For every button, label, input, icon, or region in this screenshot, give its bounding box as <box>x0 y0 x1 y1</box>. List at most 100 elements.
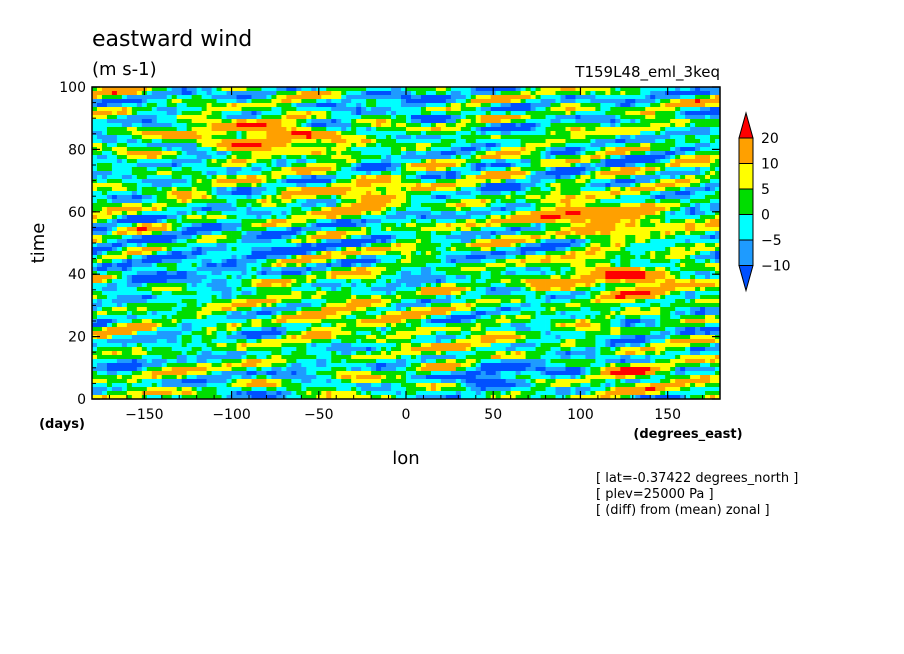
heatmap-cell <box>695 199 701 204</box>
heatmap-cell <box>241 131 247 136</box>
heatmap-cell <box>540 143 546 148</box>
heatmap-cell <box>605 231 611 236</box>
heatmap-cell <box>141 203 148 208</box>
heatmap-cell <box>226 235 232 240</box>
heatmap-cell <box>585 203 591 208</box>
heatmap-cell <box>121 195 128 200</box>
heatmap-cell <box>356 207 362 212</box>
heatmap-cell <box>450 135 457 140</box>
heatmap-cell <box>635 203 641 208</box>
heatmap-cell <box>366 167 372 172</box>
heatmap-cell <box>590 91 596 96</box>
heatmap-cell <box>111 171 118 176</box>
heatmap-cell <box>680 163 686 168</box>
heatmap-cell <box>430 203 437 208</box>
heatmap-cell <box>430 111 437 116</box>
heatmap-cell <box>665 159 671 164</box>
heatmap-cell <box>316 239 322 244</box>
heatmap-cell <box>286 139 292 144</box>
heatmap-cell <box>116 159 123 164</box>
heatmap-cell <box>92 191 98 196</box>
heatmap-cell <box>176 203 183 208</box>
heatmap-cell <box>276 215 282 220</box>
heatmap-cell <box>186 223 193 228</box>
heatmap-cell <box>201 111 208 116</box>
heatmap-cell <box>381 115 387 120</box>
heatmap-cell <box>211 207 217 212</box>
heatmap-cell <box>650 223 656 228</box>
heatmap-cell <box>415 135 422 140</box>
heatmap-cell <box>381 143 387 148</box>
heatmap-cell <box>396 143 402 148</box>
heatmap-cell <box>705 139 711 144</box>
heatmap-cell <box>201 131 208 136</box>
heatmap-cell <box>610 175 616 180</box>
heatmap-cell <box>715 239 720 244</box>
heatmap-cell <box>196 103 203 108</box>
heatmap-cell <box>440 99 447 104</box>
heatmap-cell <box>675 135 681 140</box>
heatmap-cell <box>92 103 98 108</box>
heatmap-cell <box>376 171 382 176</box>
heatmap-cell <box>116 107 123 112</box>
heatmap-cell <box>221 91 227 96</box>
heatmap-cell <box>530 219 536 224</box>
heatmap-cell <box>121 111 128 116</box>
heatmap-cell <box>525 139 531 144</box>
heatmap-cell <box>136 135 143 140</box>
heatmap-cell <box>455 211 462 216</box>
heatmap-cell <box>575 107 581 112</box>
heatmap-cell <box>435 127 442 132</box>
heatmap-cell <box>216 135 222 140</box>
heatmap-cell <box>690 227 696 232</box>
heatmap-cell <box>520 239 527 244</box>
heatmap-cell <box>191 235 198 240</box>
heatmap-cell <box>236 195 242 200</box>
heatmap-cell <box>600 143 606 148</box>
heatmap-cell <box>545 131 551 136</box>
heatmap-cell <box>216 91 222 96</box>
heatmap-cell <box>655 231 661 236</box>
heatmap-cell <box>131 227 138 232</box>
heatmap-cell <box>191 119 198 124</box>
heatmap-cell <box>391 195 397 200</box>
heatmap-cell <box>420 99 427 104</box>
heatmap-cell <box>286 127 292 132</box>
heatmap-cell <box>256 239 262 244</box>
heatmap-cell <box>331 147 337 152</box>
heatmap-cell <box>186 235 193 240</box>
heatmap-cell <box>92 223 98 228</box>
heatmap-cell <box>485 127 492 132</box>
heatmap-cell <box>216 171 222 176</box>
heatmap-cell <box>655 131 661 136</box>
heatmap-cell <box>555 111 561 116</box>
heatmap-cell <box>106 131 113 136</box>
heatmap-cell <box>176 91 183 96</box>
heatmap-cell <box>206 91 213 96</box>
heatmap-cell <box>480 183 487 188</box>
heatmap-cell <box>650 159 656 164</box>
heatmap-cell <box>156 215 163 220</box>
heatmap-cell <box>435 107 442 112</box>
heatmap-cell <box>440 183 447 188</box>
heatmap-cell <box>131 175 138 180</box>
heatmap-cell <box>211 95 217 100</box>
heatmap-cell <box>121 183 128 188</box>
heatmap-cell <box>545 127 551 132</box>
heatmap-cell <box>346 155 352 160</box>
heatmap-cell <box>565 115 571 120</box>
heatmap-cell <box>450 243 457 248</box>
heatmap-cell <box>570 203 576 208</box>
heatmap-cell <box>221 155 227 160</box>
heatmap-cell <box>321 139 327 144</box>
heatmap-cell <box>161 187 168 192</box>
heatmap-cell <box>605 119 611 124</box>
heatmap-cell <box>236 179 242 184</box>
heatmap-cell <box>301 155 307 160</box>
heatmap-cell <box>271 131 277 136</box>
heatmap-cell <box>92 211 98 216</box>
heatmap-cell <box>376 211 382 216</box>
heatmap-cell <box>151 163 158 168</box>
heatmap-cell <box>311 163 317 168</box>
heatmap-cell <box>211 239 217 244</box>
